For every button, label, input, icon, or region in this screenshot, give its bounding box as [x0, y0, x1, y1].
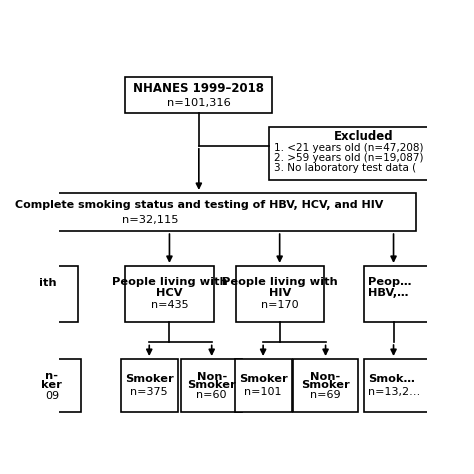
Text: 1. <21 years old (n=47,208): 1. <21 years old (n=47,208) [274, 143, 424, 153]
Text: Smoker: Smoker [239, 374, 288, 384]
FancyBboxPatch shape [125, 77, 272, 113]
Text: People living with: People living with [222, 277, 337, 287]
FancyBboxPatch shape [121, 359, 178, 412]
Text: n=435: n=435 [151, 300, 188, 310]
Text: n=13,2…: n=13,2… [368, 387, 420, 397]
Text: n=32,115: n=32,115 [122, 215, 178, 225]
Text: n-: n- [46, 371, 58, 381]
Text: People living with: People living with [111, 277, 228, 287]
Text: n=170: n=170 [261, 300, 299, 310]
Text: n=375: n=375 [130, 387, 168, 397]
Text: Complete smoking status and testing of HBV, HCV, and HIV: Complete smoking status and testing of H… [15, 201, 383, 210]
Text: Non-: Non- [197, 373, 227, 383]
Text: n=60: n=60 [196, 390, 227, 400]
FancyBboxPatch shape [269, 127, 452, 180]
Text: NHANES 1999–2018: NHANES 1999–2018 [133, 82, 264, 95]
FancyBboxPatch shape [236, 266, 324, 322]
Text: HCV: HCV [156, 288, 182, 298]
FancyBboxPatch shape [125, 266, 213, 322]
Text: n=101,316: n=101,316 [167, 98, 231, 108]
Text: HIV: HIV [269, 288, 291, 298]
FancyBboxPatch shape [364, 266, 445, 322]
Text: Smoker: Smoker [301, 380, 350, 391]
Text: 3. No laboratory test data (: 3. No laboratory test data ( [274, 163, 416, 173]
FancyBboxPatch shape [293, 359, 358, 412]
FancyBboxPatch shape [11, 193, 416, 231]
Text: ker: ker [41, 380, 63, 391]
Text: 2. >59 years old (n=19,087): 2. >59 years old (n=19,087) [274, 153, 424, 163]
Text: ith: ith [39, 278, 57, 288]
Text: HBV,…: HBV,… [368, 288, 408, 298]
Text: Non-: Non- [310, 373, 341, 383]
Text: Peop…: Peop… [368, 277, 411, 287]
FancyBboxPatch shape [364, 359, 445, 412]
FancyBboxPatch shape [4, 266, 78, 322]
Text: n=101: n=101 [245, 387, 282, 397]
Text: Smoker: Smoker [187, 380, 236, 391]
Text: 09: 09 [45, 391, 59, 401]
Text: Smoker: Smoker [125, 374, 173, 384]
Text: Smok…: Smok… [368, 374, 415, 384]
Text: n=69: n=69 [310, 390, 341, 400]
Text: Excluded: Excluded [334, 129, 394, 143]
FancyBboxPatch shape [235, 359, 292, 412]
FancyBboxPatch shape [8, 359, 82, 412]
FancyBboxPatch shape [182, 359, 242, 412]
